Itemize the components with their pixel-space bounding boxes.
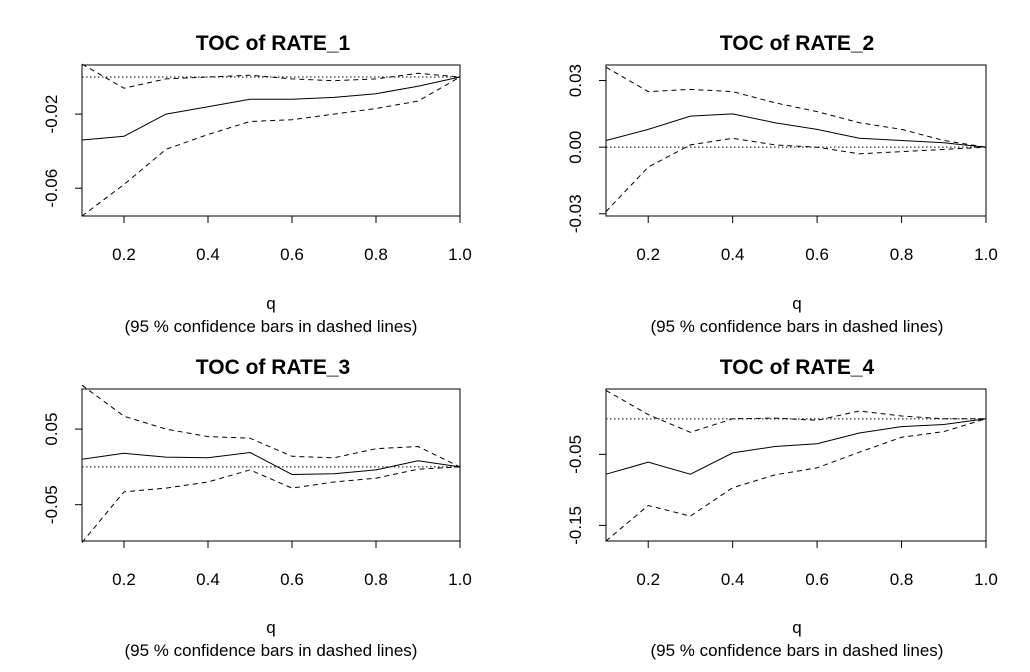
- x-tick-label: 1.0: [448, 245, 472, 264]
- x-axis-label: q: [792, 294, 801, 313]
- x-axis-label: q: [266, 294, 275, 313]
- x-axis-sublabel: (95 % confidence bars in dashed lines): [651, 641, 944, 660]
- confidence-upper-line: [81, 63, 461, 89]
- y-tick-label: 0.05: [42, 413, 61, 446]
- y-tick-label: -0.15: [566, 506, 585, 545]
- estimate-line: [605, 418, 987, 475]
- x-tick-label: 0.6: [805, 245, 829, 264]
- y-tick-label: 0.03: [566, 64, 585, 97]
- x-axis-sublabel: (95 % confidence bars in dashed lines): [651, 317, 944, 336]
- plot-frame: [81, 388, 461, 542]
- x-tick-label: 0.2: [112, 570, 136, 589]
- y-tick-label: -0.02: [42, 95, 61, 134]
- plot-frame: [81, 64, 461, 217]
- estimate-line: [81, 76, 461, 141]
- x-tick-label: 0.2: [636, 245, 660, 264]
- panel-rate-3: TOC of RATE_3 q (95 % confidence bars in…: [42, 356, 472, 660]
- y-tick-label: -0.05: [42, 485, 61, 524]
- confidence-lower-line: [81, 466, 461, 543]
- estimate-line: [81, 451, 461, 476]
- x-axis-sublabel: (95 % confidence bars in dashed lines): [125, 641, 418, 660]
- chart-title: TOC of RATE_3: [196, 356, 350, 379]
- x-axis-label: q: [266, 618, 275, 637]
- x-tick-label: 0.8: [890, 570, 914, 589]
- plot-frame: [605, 388, 987, 542]
- x-tick-label: 0.8: [364, 570, 388, 589]
- confidence-upper-line: [605, 389, 986, 433]
- x-tick-label: 0.6: [280, 245, 304, 264]
- y-tick-label: -0.05: [566, 435, 585, 474]
- confidence-lower-line: [605, 418, 987, 542]
- x-tick-label: 1.0: [974, 245, 998, 264]
- x-tick-label: 0.2: [112, 245, 136, 264]
- confidence-upper-line: [81, 384, 461, 468]
- chart-title: TOC of RATE_4: [720, 356, 875, 379]
- y-tick-label: -0.03: [566, 194, 585, 233]
- estimate-line: [605, 113, 987, 148]
- x-tick-label: 0.4: [196, 570, 220, 589]
- y-tick-label: -0.06: [42, 169, 61, 208]
- x-tick-label: 0.8: [364, 245, 388, 264]
- x-tick-label: 0.6: [805, 570, 829, 589]
- x-tick-label: 0.4: [721, 245, 745, 264]
- confidence-upper-line: [605, 66, 987, 148]
- panel-rate-1: TOC of RATE_1 q (95 % confidence bars in…: [42, 32, 472, 336]
- y-tick-label: 0.00: [566, 131, 585, 164]
- confidence-lower-line: [81, 76, 461, 217]
- x-tick-label: 0.6: [280, 570, 304, 589]
- confidence-lower-line: [605, 137, 987, 212]
- x-tick-label: 0.4: [721, 570, 745, 589]
- x-tick-label: 1.0: [974, 570, 998, 589]
- panel-rate-4: TOC of RATE_4 q (95 % confidence bars in…: [566, 356, 998, 660]
- x-axis-label: q: [792, 618, 801, 637]
- chart-title: TOC of RATE_1: [196, 32, 351, 55]
- plot-frame: [605, 64, 987, 217]
- x-tick-label: 0.4: [196, 245, 220, 264]
- x-tick-label: 0.2: [636, 570, 660, 589]
- x-tick-label: 1.0: [448, 570, 472, 589]
- x-axis-sublabel: (95 % confidence bars in dashed lines): [125, 317, 418, 336]
- x-tick-label: 0.8: [890, 245, 914, 264]
- chart-title: TOC of RATE_2: [720, 32, 874, 55]
- panel-rate-2: TOC of RATE_2 q (95 % confidence bars in…: [566, 32, 998, 336]
